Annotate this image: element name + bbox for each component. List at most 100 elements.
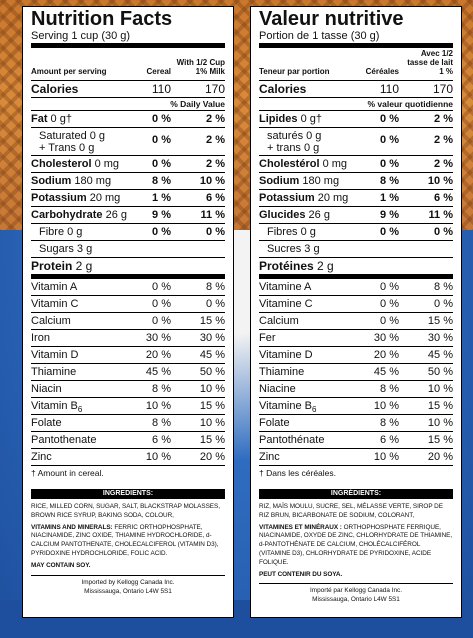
vitamin-milk-dv: 15 % (199, 400, 225, 412)
nutrient-milk-dv: 6 % (434, 192, 453, 204)
vitamin-label: Thiamine (31, 364, 76, 380)
vitamin-row: Zinc 10 % 20 % (259, 448, 453, 465)
vitamin-cereal-dv: 0 % (152, 298, 171, 310)
vitamin-subscript: 6 (312, 405, 317, 415)
vitamin-row: Vitamine C 0 % 0 % (259, 295, 453, 312)
vitamin-row: Vitamine D 20 % 45 % (259, 346, 453, 363)
vitamin-milk-dv: 15 % (199, 434, 225, 446)
nutrient-row: Sodium 180 mg 8 % 10 % (31, 172, 225, 189)
nutrient-label: Carbohydrate 26 g (31, 207, 127, 223)
nutrient-amount: 20 mg (314, 192, 349, 204)
vitamin-row: Thiamine 45 % 50 % (259, 363, 453, 380)
vitamin-milk-dv: 30 % (427, 332, 453, 344)
nutrient-row: Potassium 20 mg 1 % 6 % (259, 189, 453, 206)
nutrient-name: Fibre 0 g (39, 226, 83, 238)
vitamin-cereal-dv: 6 % (152, 434, 171, 446)
nutrient-amount: 0 mg (319, 158, 348, 170)
vitamin-label: Folate (31, 415, 62, 431)
daily-value-label: % Daily Value (31, 97, 225, 110)
nutrient-row: Carbohydrate 26 g 9 % 11 % (31, 206, 225, 223)
vitamin-row: Vitamin B6 10 % 15 % (31, 397, 225, 414)
vitamin-name: Folate (259, 417, 290, 429)
nutrient-label: Lipides 0 g† (259, 111, 322, 127)
nutrient-amount: 180 mg (299, 175, 340, 187)
vitamin-cereal-dv: 30 % (145, 332, 171, 344)
nutrient-label: Cholestérol 0 mg (259, 156, 347, 172)
vitamin-cereal-dv: 0 % (380, 298, 399, 310)
vitamin-name: Vitamine B (259, 400, 312, 412)
vitamin-label: Niacine (259, 381, 296, 397)
ingredients-list: RIZ, MAÏS MOULU, SUCRE, SEL, MÉLASSE VER… (259, 503, 453, 579)
nutrient-label: Saturated 0 g + Trans 0 g (39, 130, 105, 154)
vitamin-name: Vitamin A (31, 281, 78, 293)
nutrient-name: Fibres 0 g (267, 226, 316, 238)
importer-address: Mississauga, Ontario L4W 5S1 (84, 587, 172, 595)
nutrient-row: Fibres 0 g 0 % 0 % (259, 223, 453, 240)
nutrient-milk-dv: 2 % (434, 113, 453, 125)
nutrient-name: Sugars 3 g (39, 243, 93, 255)
vitamin-milk-dv: 10 % (427, 417, 453, 429)
vitamin-row: Niacin 8 % 10 % (31, 380, 225, 397)
nutrient-milk-dv: 11 % (428, 209, 453, 221)
nutrient-cereal-dv: 0 % (152, 113, 171, 125)
vitamin-label: Vitamine A (259, 279, 311, 295)
nutrient-label: Protéines 2 g (259, 258, 334, 274)
amount-header: Amount per serving (31, 67, 107, 76)
vitamin-name: Folate (31, 417, 62, 429)
nutrient-amount: 2 g (313, 259, 334, 273)
vitamin-cereal-dv: 0 % (152, 315, 171, 327)
vitamin-milk-dv: 50 % (199, 366, 225, 378)
nutrient-label: Sodium 180 mg (31, 173, 111, 189)
nutrient-name: Cholestérol (259, 158, 320, 170)
divider-thick (259, 43, 453, 48)
vitamin-label: Iron (31, 330, 50, 346)
vitamin-milk-dv: 15 % (427, 315, 453, 327)
calories-row: Calories 110 170 (31, 80, 225, 97)
vitamin-name: Vitamin C (31, 298, 79, 310)
vitamin-label: Pantothenate (31, 432, 96, 448)
vitamin-label: Vitamin D (31, 347, 78, 363)
vitamin-label: Vitamine C (259, 296, 313, 312)
vitamin-name: Thiamine (259, 366, 305, 378)
nutrient-name: Protein (31, 259, 73, 273)
vitamin-milk-dv: 20 % (199, 451, 225, 463)
vitamin-cereal-dv: 8 % (380, 383, 399, 395)
nutrient-row: Cholestérol 0 mg 0 % 2 % (259, 155, 453, 172)
vitamin-name: Vitamine D (259, 349, 313, 361)
footnote: † Amount in cereal. (31, 465, 225, 479)
nutrient-amount: 2 g (72, 259, 93, 273)
allergen-statement: PEUT CONTENIR DU SOYA. (259, 570, 343, 578)
nutrient-row: Fat 0 g† 0 % 2 % (31, 110, 225, 127)
vitamin-cereal-dv: 45 % (145, 366, 171, 378)
vitamin-label: Pantothénate (259, 432, 324, 448)
nutrient-name: Protéines (259, 259, 314, 273)
vitamin-row: Fer 30 % 30 % (259, 329, 453, 346)
vitamin-row: Vitamin C 0 % 0 % (31, 295, 225, 312)
calories-cereal: 110 (379, 82, 399, 96)
panel-content: Nutrition Facts Serving 1 cup (30 g) Amoun… (31, 7, 225, 596)
importer-info: Imported by Kellogg Canada Inc. Mississau… (31, 574, 225, 596)
nutrient-label: Glucides 26 g (259, 207, 330, 223)
nutrient-cereal-dv: 0 % (380, 158, 399, 170)
nutrient-cereal-dv: 0 % (152, 226, 171, 238)
vitamin-cereal-dv: 30 % (373, 332, 399, 344)
calories-milk: 170 (204, 82, 225, 96)
nutrient-row: Potassium 20 mg 1 % 6 % (31, 189, 225, 206)
ingredients-text: RIZ, MAÏS MOULU, SUCRE, SEL, MÉLASSE VER… (259, 503, 443, 519)
vitamin-cereal-dv: 10 % (373, 400, 399, 412)
vitamin-milk-dv: 15 % (427, 400, 453, 412)
milk-column-header: Avec 1/2 tasse de lait 1 % (407, 49, 453, 76)
vitamin-label: Vitamine B6 (259, 398, 316, 418)
nutrient-row: Saturated 0 g + Trans 0 g 0 % 2 % (31, 127, 225, 155)
vitamin-label: Thiamine (259, 364, 304, 380)
nutrient-amount: 26 g (305, 209, 330, 221)
vitamin-milk-dv: 0 % (206, 298, 225, 310)
vitamin-name: Fer (259, 332, 276, 344)
amount-header: Teneur par portion (259, 67, 330, 76)
nutrient-cereal-dv: 8 % (152, 175, 171, 187)
nutrient-milk-dv: 0 % (206, 226, 225, 238)
nutrient-row: Lipides 0 g† 0 % 2 % (259, 110, 453, 127)
nutrient-row: Protéines 2 g (259, 257, 453, 274)
vitamin-name: Calcium (259, 315, 299, 327)
importer-name: Importé par Kellogg Canada Inc. (309, 587, 402, 595)
